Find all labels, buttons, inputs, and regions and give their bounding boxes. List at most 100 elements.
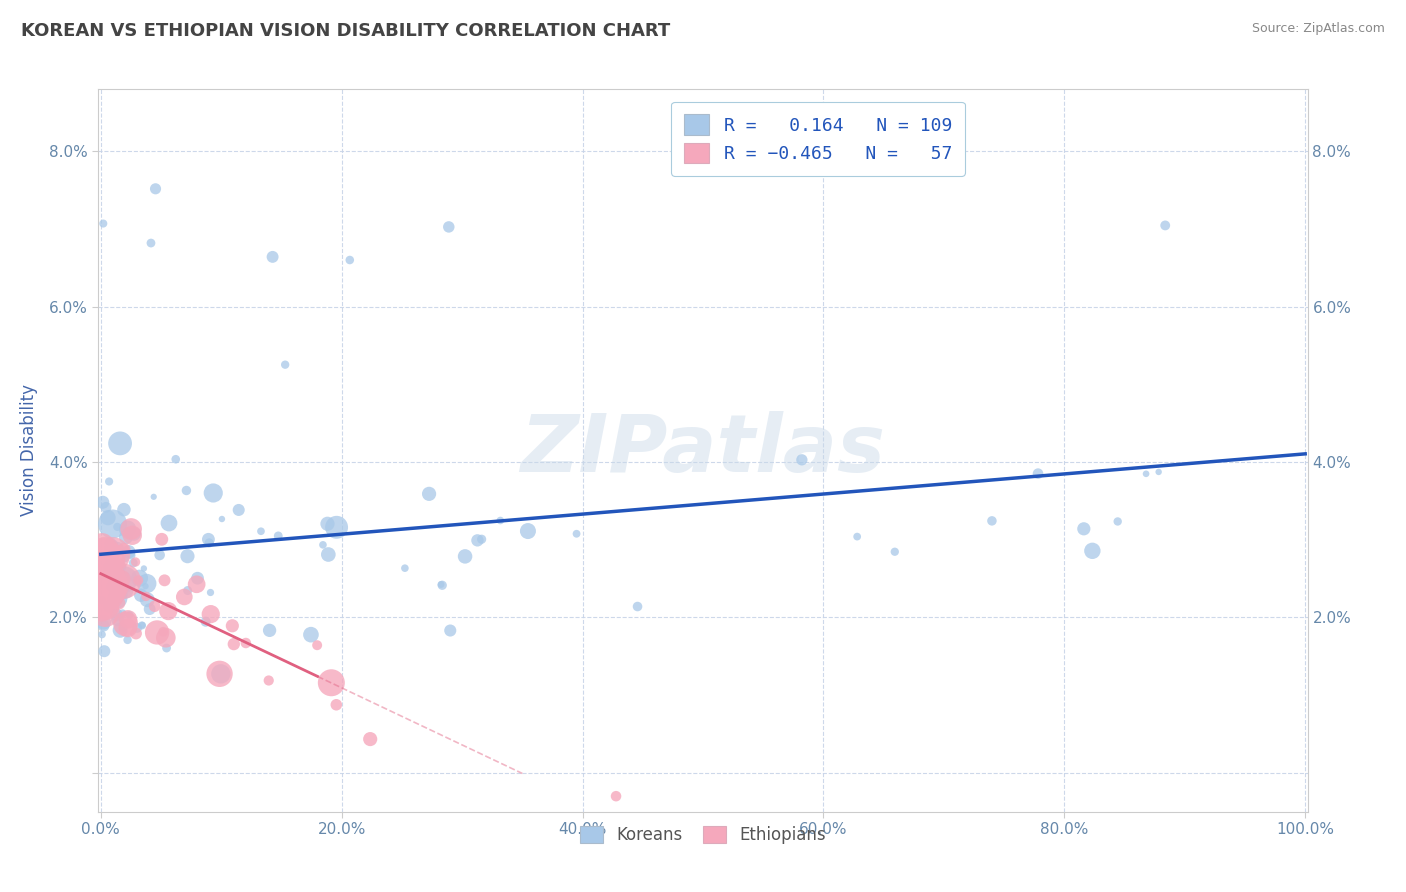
Point [222, 637, 245, 651]
Point [318, 548, 340, 562]
Point [115, 584, 138, 599]
Point [235, 636, 257, 650]
Point [110, 582, 132, 596]
Point [135, 590, 157, 604]
Point [139, 235, 162, 250]
Point [117, 522, 139, 536]
Point [91, 549, 114, 563]
Point [430, 577, 453, 591]
Point [120, 522, 142, 536]
Point [489, 514, 512, 528]
Point [105, 520, 128, 534]
Point [121, 528, 143, 542]
Point [111, 560, 134, 574]
Point [454, 549, 477, 564]
Point [186, 571, 208, 585]
Point [257, 673, 280, 688]
Point [114, 551, 136, 566]
Text: ZIPatlas: ZIPatlas [520, 411, 886, 490]
Point [124, 555, 146, 569]
Point [145, 182, 167, 196]
Point [100, 578, 122, 592]
Point [262, 250, 284, 264]
Point [91, 576, 114, 591]
Point [155, 640, 177, 655]
Point [1107, 515, 1129, 529]
Point [176, 483, 198, 498]
Point [96, 586, 118, 600]
Point [146, 625, 169, 640]
Point [1026, 467, 1049, 481]
Point [93, 644, 115, 658]
Point [107, 591, 129, 606]
Point [100, 536, 122, 550]
Point [94, 542, 117, 557]
Point [97, 549, 120, 563]
Point [418, 487, 440, 501]
Point [208, 666, 231, 681]
Point [91, 560, 114, 574]
Point [176, 583, 198, 598]
Point [143, 599, 166, 614]
Point [117, 524, 139, 539]
Point [115, 530, 138, 544]
Point [138, 602, 160, 616]
Point [91, 217, 114, 231]
Point [91, 627, 114, 641]
Point [103, 537, 125, 551]
Point [101, 561, 124, 575]
Point [97, 510, 120, 524]
Point [114, 616, 136, 631]
Point [321, 675, 343, 690]
Point [91, 587, 114, 601]
Point [1154, 219, 1177, 233]
Point [267, 529, 290, 543]
Point [150, 533, 173, 547]
Point [94, 581, 117, 595]
Point [107, 541, 129, 555]
Point [394, 561, 416, 575]
Point [200, 607, 222, 621]
Point [846, 530, 869, 544]
Point [211, 512, 233, 526]
Point [165, 452, 187, 467]
Point [157, 604, 180, 618]
Point [117, 621, 139, 635]
Point [439, 624, 461, 638]
Point [122, 556, 145, 570]
Point [152, 624, 174, 639]
Point [1147, 465, 1170, 479]
Point [135, 576, 157, 591]
Point [228, 503, 250, 517]
Point [101, 580, 124, 594]
Point [467, 533, 489, 548]
Point [127, 621, 149, 635]
Point [565, 526, 588, 541]
Point [132, 561, 155, 575]
Point [112, 621, 135, 635]
Point [339, 252, 361, 267]
Point [98, 551, 121, 566]
Point [107, 596, 129, 610]
Point [93, 615, 115, 630]
Point [110, 583, 132, 598]
Point [112, 542, 135, 557]
Point [112, 502, 135, 516]
Point [131, 618, 153, 632]
Point [307, 638, 329, 652]
Legend: Koreans, Ethiopians: Koreans, Ethiopians [574, 819, 832, 850]
Point [149, 548, 172, 562]
Point [142, 490, 165, 504]
Point [134, 579, 156, 593]
Point [316, 516, 339, 531]
Point [127, 574, 149, 588]
Point [98, 599, 121, 614]
Point [105, 607, 128, 622]
Point [108, 574, 131, 588]
Point [1081, 544, 1104, 558]
Point [359, 732, 381, 747]
Point [221, 619, 243, 633]
Point [98, 541, 121, 555]
Point [325, 698, 347, 712]
Y-axis label: Vision Disability: Vision Disability [20, 384, 38, 516]
